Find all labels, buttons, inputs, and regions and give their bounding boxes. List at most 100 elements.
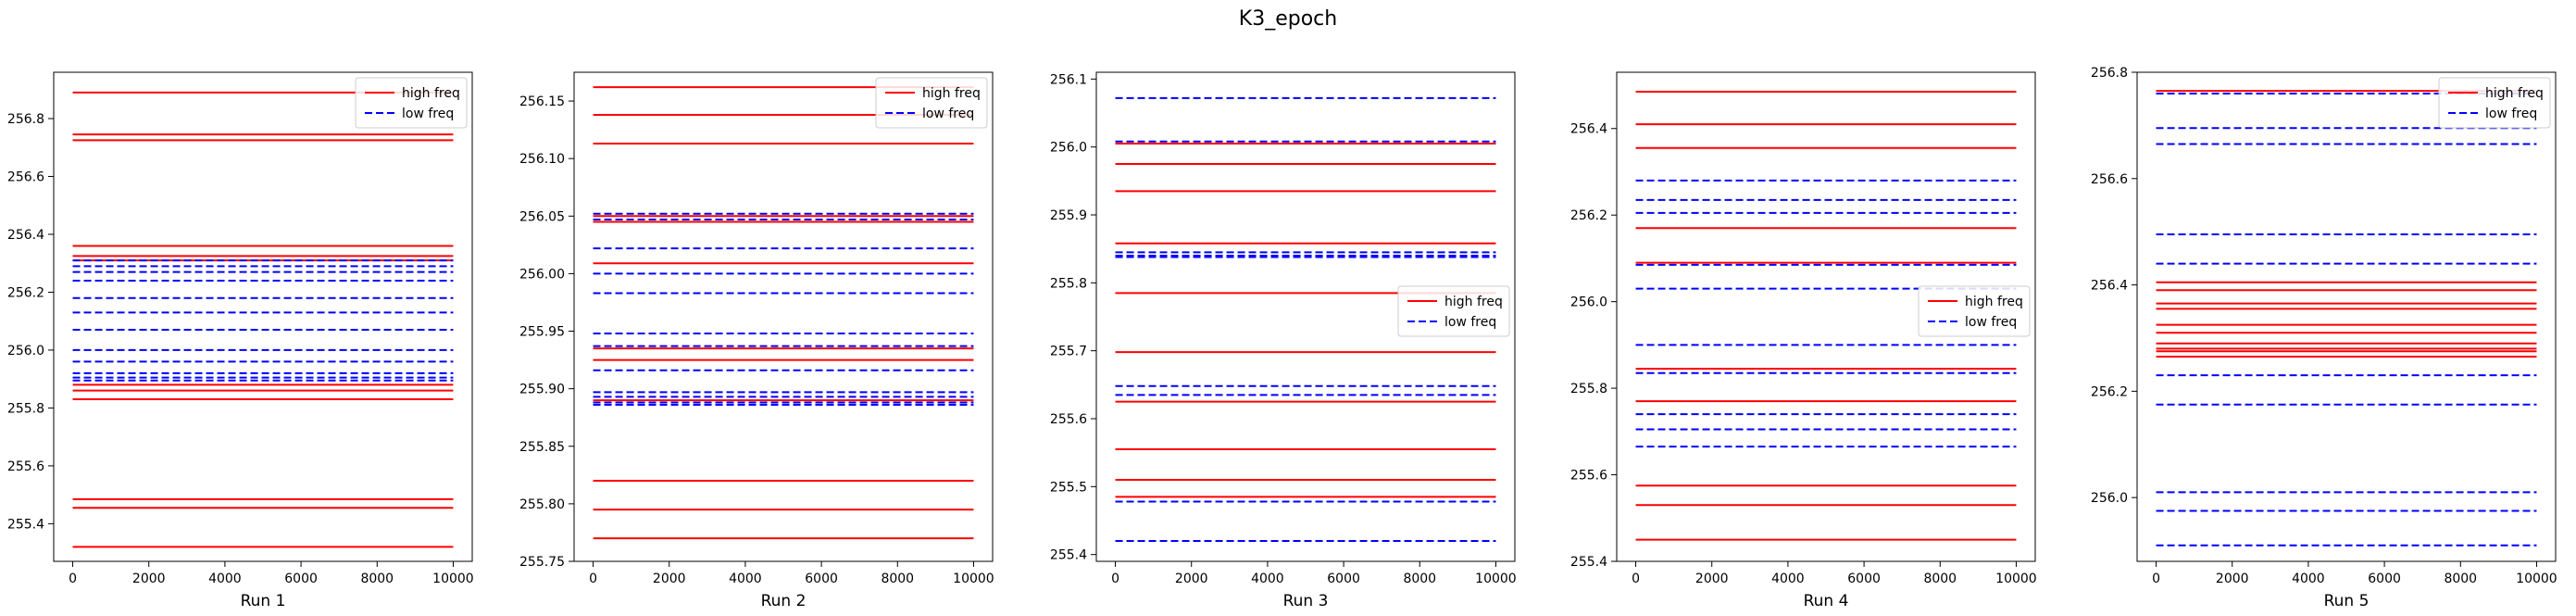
x-tick-label: 0	[69, 572, 77, 586]
y-tick-label: 255.80	[519, 497, 565, 512]
x-tick-label: 4000	[208, 572, 242, 586]
legend: high freq low freq	[875, 77, 988, 129]
x-tick-label: 6000	[805, 572, 838, 586]
x-tick-label: 0	[2152, 572, 2160, 586]
x-tick-label: 0	[1111, 572, 1119, 586]
x-axis-label: Run 1	[241, 592, 286, 610]
x-tick-label: 4000	[729, 572, 762, 586]
legend: high freq low freq	[1397, 285, 1510, 337]
x-tick-label: 6000	[284, 572, 318, 586]
y-tick-label: 256.00	[519, 267, 565, 282]
x-axis-label: Run 4	[1804, 592, 1849, 610]
x-tick-label: 8000	[360, 572, 394, 586]
legend-high-freq-label: high freq	[2485, 86, 2544, 101]
figure-title: K3_epoch	[1239, 7, 1337, 31]
y-tick-label: 256.4	[2091, 279, 2128, 294]
y-tick-label: 256.4	[1570, 122, 1607, 137]
legend-low-freq-label: low freq	[922, 107, 974, 121]
y-tick-label: 255.8	[7, 401, 44, 416]
x-tick-label: 2000	[653, 572, 686, 586]
panel-4: 0 2000 4000 6000 8000 10000 255.4 255.6 255.8 256…	[1570, 71, 2037, 610]
y-tick-label: 256.8	[7, 112, 44, 127]
legend-box	[2438, 77, 2551, 129]
y-tick-label: 256.2	[7, 285, 44, 300]
y-tick-label: 255.85	[519, 440, 565, 455]
x-tick-label: 8000	[1923, 572, 1957, 586]
y-tick-label: 255.90	[519, 383, 565, 397]
x-tick-label: 10000	[1995, 572, 2037, 586]
y-tick-label: 255.6	[1570, 469, 1607, 484]
x-tick-label: 6000	[2368, 572, 2401, 586]
y-tick-label: 255.4	[1050, 548, 1087, 563]
x-tick-label: 8000	[2444, 572, 2477, 586]
axes-frame	[53, 71, 473, 562]
y-tick-label: 256.0	[7, 344, 44, 358]
legend-low-freq-label: low freq	[402, 107, 454, 121]
y-tick-label: 256.0	[1570, 295, 1607, 310]
legend-high-freq-label: high freq	[1965, 295, 2023, 309]
panel-2: 0 2000 4000 6000 8000 10000 255.75 255.80 255.85…	[519, 71, 994, 610]
legend: high freq low freq	[2438, 77, 2551, 129]
x-tick-label: 4000	[1771, 572, 1805, 586]
x-tick-label: 8000	[1403, 572, 1436, 586]
panel-1: 0 2000 4000 6000 8000 10000 255.4 255.6 255.8 256…	[7, 71, 474, 610]
axes-frame	[573, 71, 994, 562]
panel-5: 0 2000 4000 6000 8000 10000 256.0 256.2 256.4 256…	[2091, 66, 2557, 610]
y-tick-label: 256.05	[519, 209, 565, 224]
legend-high-freq-label: high freq	[1444, 295, 1503, 309]
x-tick-label: 2000	[1695, 572, 1729, 586]
y-tick-label: 256.15	[519, 94, 565, 109]
x-tick-label: 10000	[2516, 572, 2557, 586]
y-tick-label: 255.4	[7, 517, 44, 532]
legend-box	[875, 77, 988, 129]
legend-low-freq-label: low freq	[1965, 315, 2017, 330]
x-tick-label: 4000	[1251, 572, 1284, 586]
y-tick-label: 255.6	[1050, 412, 1087, 427]
y-tick-label: 256.6	[7, 170, 44, 184]
y-tick-label: 255.4	[1570, 555, 1607, 570]
y-tick-label: 256.4	[7, 228, 44, 243]
y-tick-label: 256.2	[1570, 208, 1607, 223]
y-tick-label: 255.8	[1050, 276, 1087, 291]
y-tick-label: 256.0	[1050, 141, 1087, 156]
y-tick-label: 255.6	[7, 459, 44, 474]
legend: high freq low freq	[1918, 285, 2031, 337]
x-axis-label: Run 2	[761, 592, 807, 610]
panels: 0 2000 4000 6000 8000 10000 255.4 255.6 255.8 256…	[7, 66, 2557, 610]
y-tick-label: 255.8	[1570, 382, 1607, 396]
panel-3: 0 2000 4000 6000 8000 10000 255.4 255.5 255.6 255…	[1050, 71, 1517, 610]
legend-low-freq-label: low freq	[1444, 315, 1496, 330]
axes-frame	[1616, 71, 2036, 562]
axes-frame	[2136, 71, 2557, 562]
axes-frame	[1095, 71, 1516, 562]
x-axis-label: Run 3	[1283, 592, 1329, 610]
legend-high-freq-label: high freq	[922, 86, 981, 101]
y-tick-label: 255.75	[519, 555, 565, 570]
x-tick-label: 4000	[2292, 572, 2325, 586]
x-tick-label: 0	[1632, 572, 1640, 586]
x-tick-label: 8000	[881, 572, 914, 586]
y-tick-label: 256.1	[1050, 72, 1087, 87]
legend-low-freq-label: low freq	[2485, 107, 2537, 121]
x-tick-label: 2000	[2216, 572, 2249, 586]
y-tick-label: 256.6	[2091, 172, 2128, 187]
x-tick-label: 2000	[132, 572, 166, 586]
x-tick-label: 10000	[1475, 572, 1517, 586]
y-tick-label: 256.8	[2091, 66, 2128, 81]
x-tick-label: 6000	[1327, 572, 1360, 586]
x-axis-label: Run 5	[2324, 592, 2370, 610]
x-tick-label: 6000	[1847, 572, 1881, 586]
x-tick-label: 10000	[432, 572, 474, 586]
x-tick-label: 0	[589, 572, 597, 586]
y-tick-label: 256.2	[2091, 384, 2128, 399]
legend-box	[1918, 285, 2031, 337]
y-tick-label: 255.7	[1050, 345, 1087, 359]
legend-box	[1397, 285, 1510, 337]
legend-high-freq-label: high freq	[402, 86, 460, 101]
y-tick-label: 256.0	[2091, 491, 2128, 506]
y-tick-label: 255.5	[1050, 480, 1087, 495]
y-tick-label: 255.9	[1050, 208, 1087, 223]
legend-box	[355, 77, 468, 129]
y-tick-label: 255.95	[519, 325, 565, 340]
